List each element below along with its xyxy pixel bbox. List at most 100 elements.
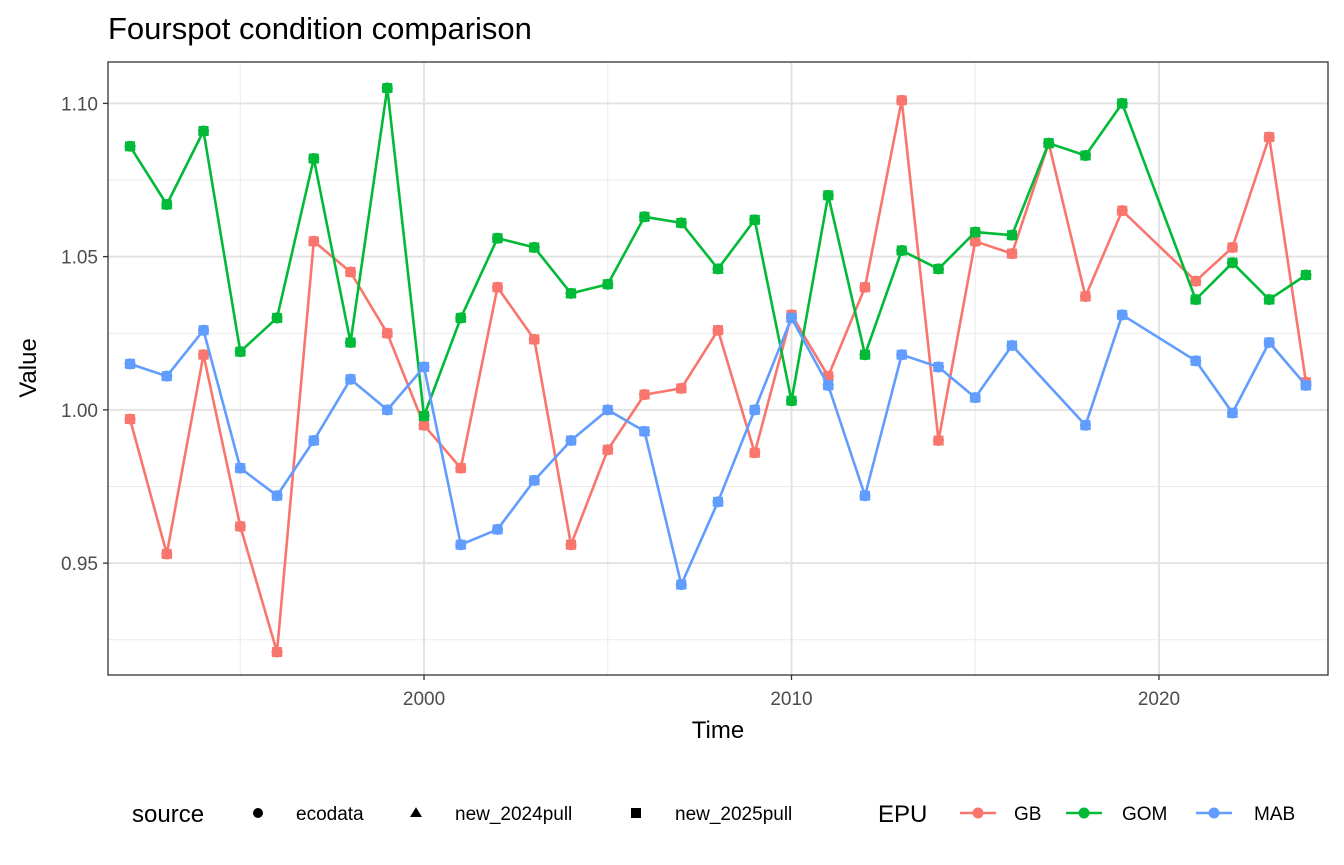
- x-tick-label: 2010: [770, 689, 812, 710]
- point-gom-2025: [125, 141, 136, 152]
- legend-label-ecodata: ecodata: [296, 804, 364, 825]
- legend-dot-GOM: [1078, 807, 1090, 819]
- point-gb-2025: [272, 647, 283, 658]
- point-mab-2025: [896, 349, 907, 360]
- series-line-gom: [128, 86, 1307, 418]
- point-mab-2025: [676, 579, 687, 590]
- grid: [108, 62, 1328, 675]
- series-layer: [124, 82, 1312, 658]
- point-gom-2025: [970, 227, 981, 238]
- point-gom-2025: [859, 349, 870, 360]
- panel-border: [107, 61, 1329, 676]
- point-gom-2025: [1300, 270, 1311, 281]
- legend-title-epu: EPU: [878, 801, 927, 828]
- point-gom-2025: [566, 288, 577, 299]
- point-gom-2025: [1006, 230, 1017, 241]
- legend-dot-GB: [972, 807, 984, 819]
- series-gom: [124, 82, 1312, 422]
- point-mab-2025: [566, 435, 577, 446]
- point-mab-2025: [419, 361, 430, 372]
- point-gb-2025: [235, 521, 246, 532]
- point-mab-2025: [1264, 337, 1275, 348]
- point-gb-2025: [1264, 132, 1275, 143]
- point-gom-2025: [933, 263, 944, 274]
- point-mab-2025: [1080, 420, 1091, 431]
- legend-key-new_2025pull: [631, 808, 641, 818]
- point-mab-2025: [345, 374, 356, 385]
- point-mab-2025: [455, 539, 466, 550]
- point-gb-2025: [970, 236, 981, 247]
- point-gom-2025: [1190, 294, 1201, 305]
- point-mab-2025: [859, 490, 870, 501]
- point-gom-2025: [345, 337, 356, 348]
- x-tick-label: 2020: [1138, 689, 1180, 710]
- point-mab-2025: [639, 426, 650, 437]
- point-mab-2025: [492, 524, 503, 535]
- point-gom-2025: [713, 263, 723, 274]
- legend-label-new_2025pull: new_2025pull: [675, 804, 792, 825]
- point-gom-2025: [492, 233, 503, 244]
- point-mab-2025: [382, 404, 393, 415]
- point-gb-2025: [345, 266, 356, 277]
- legend: source EPU ecodata new_2024pull new_2025pu…: [132, 801, 1295, 828]
- series-line-mab: [129, 313, 1307, 586]
- point-mab-2025: [602, 404, 613, 415]
- y-tick-label: 0.95: [61, 554, 98, 575]
- point-gom-2025: [786, 395, 797, 406]
- point-mab-2025: [1190, 355, 1201, 366]
- point-mab-2025: [933, 361, 944, 372]
- y-axis-title: Value: [15, 338, 42, 398]
- point-mab-2025: [125, 358, 136, 369]
- legend-title-source: source: [132, 801, 204, 828]
- point-gb-2025: [382, 328, 393, 339]
- point-gb-2025: [749, 447, 760, 458]
- point-mab-2025: [823, 380, 834, 391]
- point-gb-2025: [859, 282, 870, 293]
- point-gom-2025: [1264, 294, 1275, 305]
- point-mab-2025: [272, 490, 283, 501]
- x-axis-title: Time: [692, 717, 744, 744]
- legend-label-GB: GB: [1014, 804, 1041, 825]
- axis-ticks: 2000 2010 2020 0.95 1.00 1.05 1.10: [61, 94, 1180, 710]
- point-gb-2025: [125, 414, 136, 425]
- point-gb-2025: [455, 463, 466, 474]
- point-gom-2025: [308, 153, 319, 164]
- point-mab-2025: [308, 435, 319, 446]
- point-gom-2025: [639, 211, 650, 222]
- point-mab-2025: [1300, 380, 1311, 391]
- point-mab-2025: [198, 325, 209, 336]
- series-gb: [124, 94, 1312, 658]
- point-gom-2025: [198, 125, 209, 136]
- point-gb-2025: [198, 349, 209, 360]
- point-mab-2025: [1227, 407, 1238, 418]
- point-gom-2025: [529, 242, 540, 253]
- point-gom-2025: [235, 346, 246, 357]
- point-gom-2025: [455, 312, 466, 323]
- point-mab-2025: [749, 404, 760, 415]
- point-mab-2025: [1117, 309, 1128, 320]
- y-tick-label: 1.05: [61, 248, 98, 269]
- series-mab: [124, 309, 1312, 591]
- point-gb-2025: [308, 236, 319, 247]
- chart-title: Fourspot condition comparison: [108, 11, 532, 46]
- x-tick-label: 2000: [403, 689, 445, 710]
- y-tick-label: 1.00: [61, 401, 98, 422]
- legend-label-MAB: MAB: [1254, 804, 1295, 825]
- point-gb-2025: [639, 389, 650, 400]
- point-gom-2025: [823, 190, 834, 201]
- legend-key-ecodata: [253, 808, 263, 818]
- point-gom-2025: [896, 245, 907, 256]
- point-gb-2025: [602, 444, 613, 455]
- point-gom-2025: [1117, 98, 1128, 109]
- point-gb-2025: [713, 325, 723, 336]
- point-mab-2025: [970, 392, 981, 403]
- point-mab-2025: [1006, 340, 1017, 351]
- point-gb-2025: [529, 334, 540, 345]
- point-gb-2025: [419, 420, 430, 431]
- legend-key-new_2024pull: [410, 807, 422, 817]
- point-gom-2025: [161, 199, 172, 210]
- point-gb-2025: [161, 548, 172, 559]
- point-gom-2025: [1043, 138, 1054, 149]
- point-gb-2025: [1190, 276, 1201, 287]
